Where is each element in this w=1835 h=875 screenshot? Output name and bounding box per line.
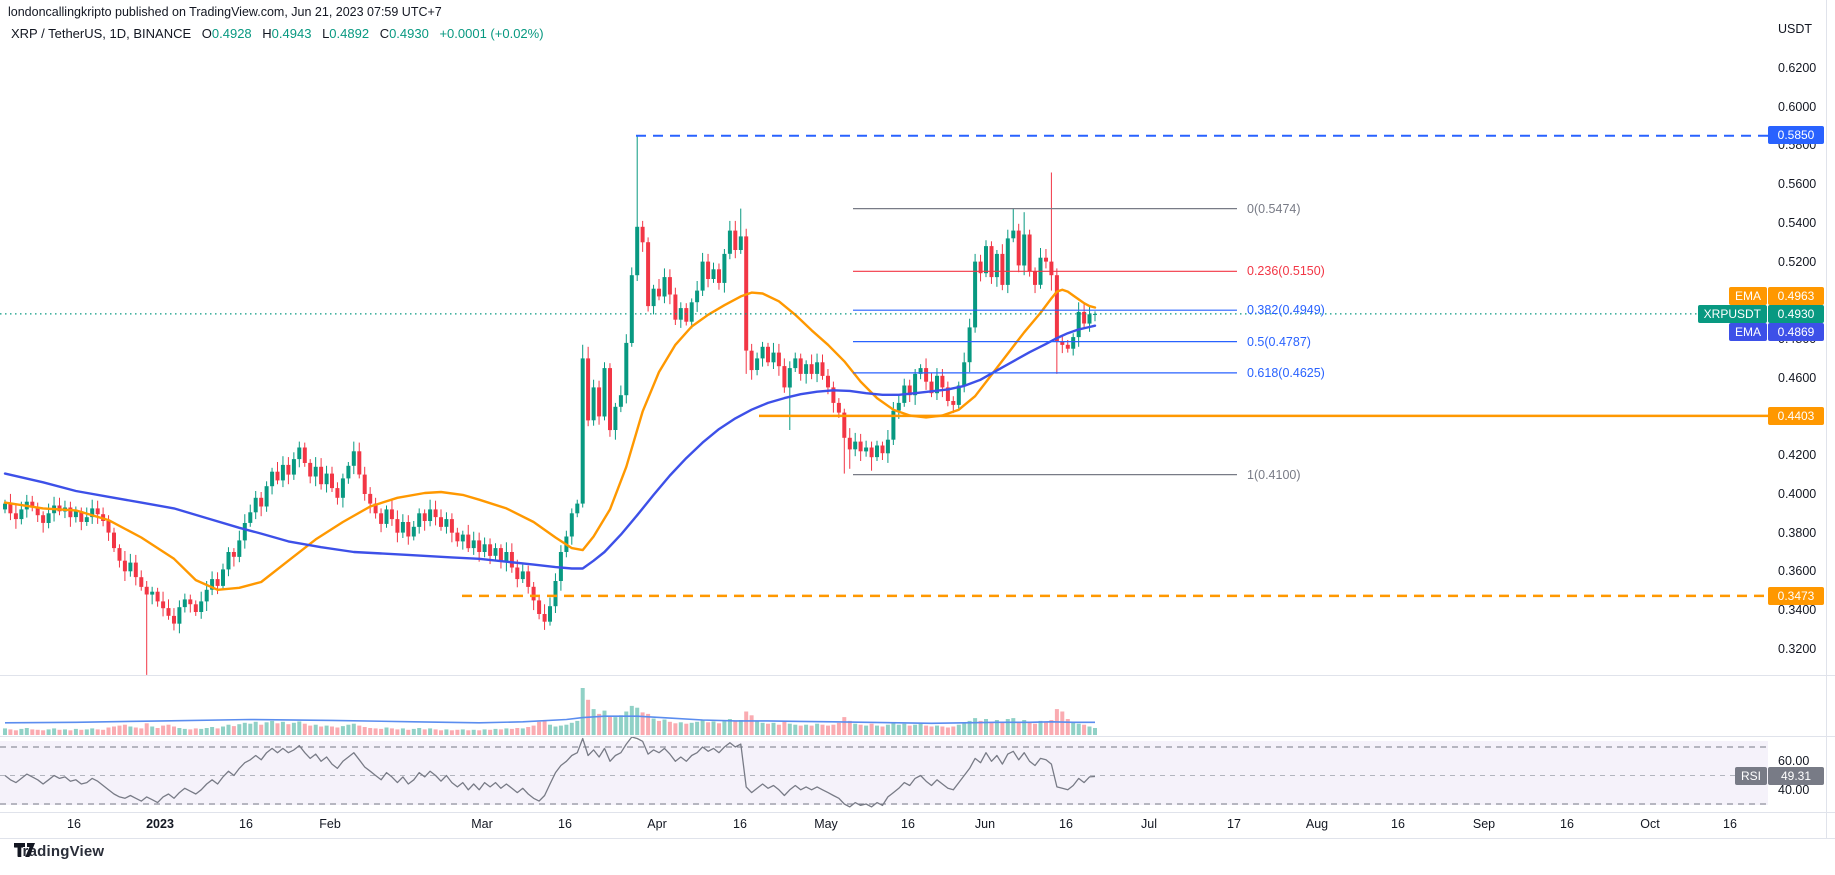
ema-lines — [3, 288, 1097, 591]
level-03473-badge: 0.3473 — [1768, 587, 1824, 605]
time-tick-label: Jun — [974, 817, 996, 831]
price-tick-label: 0.5600 — [1778, 177, 1817, 191]
price-tick-label: 0.4200 — [1778, 448, 1817, 462]
price-tick-label: 0.3800 — [1778, 526, 1817, 540]
price-tick-label: 0.5400 — [1778, 216, 1817, 230]
price-tick-label: 0.3400 — [1778, 603, 1817, 617]
symbol-title[interactable]: XRP / TetherUS, 1D, BINANCE — [11, 26, 192, 41]
high-value: 0.4943 — [271, 26, 312, 41]
close-key: C — [379, 26, 390, 41]
low-value: 0.4892 — [329, 26, 370, 41]
rsi-line — [4, 736, 1096, 808]
price-tick-label: 0.4000 — [1778, 487, 1817, 501]
fib-level-label: 1(0.4100) — [1247, 468, 1301, 482]
price-tick-label: 0.6200 — [1778, 61, 1817, 75]
time-tick-label: 16 — [67, 817, 81, 831]
fib-level-label: 0.618(0.4625) — [1247, 366, 1325, 380]
time-tick-label: 16 — [1723, 817, 1737, 831]
time-tick-label: Feb — [319, 817, 341, 831]
open-value: 0.4928 — [211, 26, 252, 41]
time-tick-label: 17 — [1227, 817, 1241, 831]
time-tick-label: 16 — [901, 817, 915, 831]
time-tick-label: Aug — [1305, 817, 1329, 831]
price-scale-currency: USDT — [1778, 22, 1813, 36]
last-price-badge: XRPUSDT 0.4930 — [1697, 305, 1824, 323]
last-price-badge-value: 0.4930 — [1768, 305, 1824, 323]
price-tick-label: 0.5200 — [1778, 255, 1817, 269]
time-tick-label: Oct — [1640, 817, 1660, 831]
symbol-ohlc-row: XRP / TetherUS, 1D, BINANCE O0.4928 H0.4… — [11, 26, 544, 41]
time-tick-label: 16 — [1391, 817, 1405, 831]
high-key: H — [262, 26, 272, 41]
fib-level-label: 0.5(0.4787) — [1247, 335, 1311, 349]
ema-slow-badge-value: 0.4869 — [1768, 323, 1824, 341]
time-tick-label: Mar — [471, 817, 493, 831]
price-tick-label: 0.4600 — [1778, 371, 1817, 385]
time-tick-label: Apr — [647, 817, 667, 831]
time-tick-label: 16 — [1560, 817, 1574, 831]
price-tick-label: 0.3600 — [1778, 564, 1817, 578]
level-04403-badge: 0.4403 — [1768, 407, 1824, 425]
tradingview-brand-text: TradingView — [14, 843, 105, 860]
ema-fast-badge-tag: EMA — [1728, 287, 1767, 305]
ema-fast-badge: EMA 0.4963 — [1728, 287, 1824, 305]
fib-level-label: 0.236(0.5150) — [1247, 264, 1325, 278]
rsi-badge-value: 49.31 — [1768, 767, 1824, 785]
time-tick-label: 16 — [239, 817, 253, 831]
ema-fast-badge-value: 0.4963 — [1768, 287, 1824, 305]
price-tick-label: 0.3200 — [1778, 642, 1817, 656]
last-price-badge-tag: XRPUSDT — [1697, 305, 1767, 323]
time-tick-label: 16 — [1059, 817, 1073, 831]
rsi-tick-label: 60.00 — [1778, 754, 1810, 768]
ema-slow-badge-tag: EMA — [1728, 323, 1767, 341]
publish-attribution: londoncallingkripto published on Trading… — [8, 5, 442, 19]
volume-ma-line — [4, 715, 1095, 725]
rsi-badge-tag: RSI — [1734, 767, 1767, 785]
ema-slow-badge: EMA 0.4869 — [1728, 323, 1824, 341]
low-key: L — [322, 26, 330, 41]
candlestick-series — [3, 135, 1097, 675]
time-tick-label: May — [814, 817, 838, 831]
level-03473-badge-value: 0.3473 — [1768, 587, 1824, 605]
level-0585-badge: 0.5850 — [1768, 126, 1824, 144]
rsi-tick-label: 40.00 — [1778, 783, 1810, 797]
time-tick-label: 16 — [558, 817, 572, 831]
pane-dividers — [0, 0, 1835, 839]
tradingview-logo-icon — [14, 843, 35, 857]
time-tick-label: 16 — [733, 817, 747, 831]
rsi-badge: RSI 49.31 — [1734, 767, 1824, 785]
level-0585-badge-value: 0.5850 — [1768, 126, 1824, 144]
time-tick-label: 2023 — [146, 817, 174, 831]
time-tick-label: Jul — [1141, 817, 1157, 831]
drawing-lines[interactable] — [0, 134, 1768, 598]
time-tick-label: Sep — [1472, 817, 1496, 831]
change-value: +0.0001 (+0.02%) — [439, 26, 544, 41]
open-key: O — [201, 26, 212, 41]
close-value: 0.4930 — [389, 26, 429, 41]
fib-level-label: 0.382(0.4949) — [1247, 303, 1325, 317]
fib-level-label: 0(0.5474) — [1247, 202, 1301, 216]
tradingview-footer[interactable]: TradingView — [14, 843, 104, 860]
level-04403-badge-value: 0.4403 — [1768, 407, 1824, 425]
price-tick-label: 0.6000 — [1778, 100, 1817, 114]
